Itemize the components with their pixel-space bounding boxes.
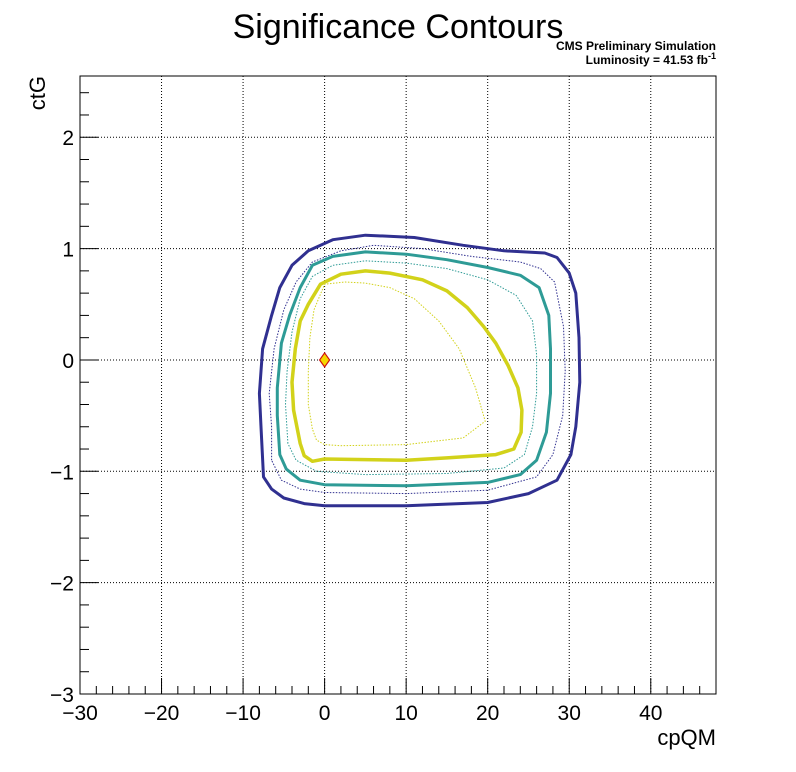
x-tick-label: −20 (144, 702, 180, 725)
x-tick-label: −10 (225, 702, 261, 725)
luminosity-text: Luminosity = 41.53 fb (586, 53, 708, 67)
x-tick-label: 10 (394, 702, 417, 725)
x-tick-label: −30 (62, 702, 98, 725)
y-axis-ticks: −3 −2 −1 0 1 2 (50, 92, 98, 707)
x-tick-label: 30 (558, 702, 581, 725)
y-tick-label: −2 (50, 573, 74, 596)
x-tick-label: 20 (476, 702, 499, 725)
x-tick-label: 40 (639, 702, 662, 725)
y-tick-label: 2 (62, 127, 74, 150)
x-axis-ticks: −30 −20 −10 0 10 20 30 40 (62, 678, 717, 725)
y-tick-label: 1 (62, 239, 74, 262)
contour-line-6 (307, 281, 486, 447)
grid-lines (80, 76, 716, 694)
x-tick-label: 0 (319, 702, 331, 725)
chart-title: Significance Contours (233, 8, 564, 46)
y-axis-label: ctG (25, 76, 50, 110)
contour-line-2 (268, 244, 566, 495)
contour-line-1 (257, 233, 582, 508)
contour-lines (257, 233, 582, 508)
luminosity-annotation: Luminosity = 41.53 fb-1 (586, 51, 716, 67)
y-tick-label: 0 (62, 350, 74, 373)
y-tick-label: −3 (50, 684, 74, 707)
best-fit-point (318, 351, 331, 368)
contour-line-5 (290, 269, 524, 464)
cms-annotation: CMS Preliminary Simulation (556, 39, 716, 53)
luminosity-superscript: -1 (708, 51, 716, 61)
plot-frame (79, 75, 717, 695)
y-tick-label: −1 (50, 461, 74, 484)
best-fit-marker (318, 351, 331, 368)
contour-line-4 (285, 260, 538, 476)
contour-line-3 (275, 250, 552, 488)
x-axis-label: cpQM (657, 725, 716, 750)
